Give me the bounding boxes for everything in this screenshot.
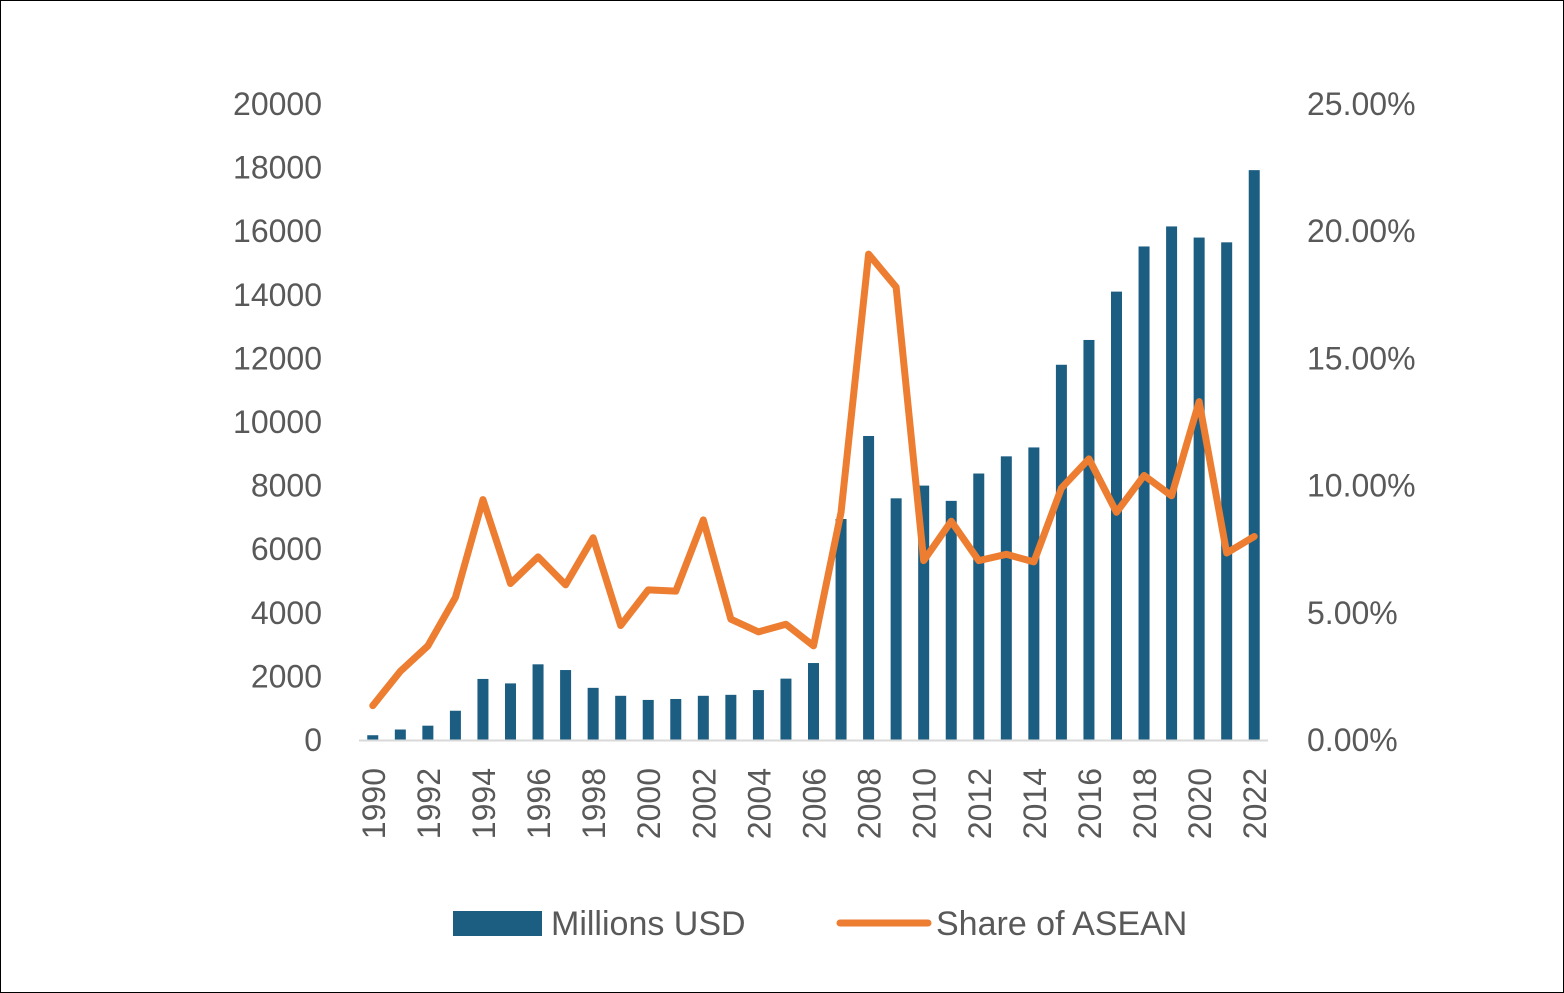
x-tick-label: 1996 <box>521 768 557 839</box>
bar-2018 <box>1138 246 1150 740</box>
bar-2005 <box>780 678 792 740</box>
x-tick-label: 2004 <box>741 768 777 839</box>
bar-2009 <box>890 498 902 740</box>
y-left-tick-label: 0 <box>304 722 322 758</box>
y-right-tick-label: 5.00% <box>1307 595 1398 631</box>
y-left-tick-label: 8000 <box>251 468 322 504</box>
bar-2001 <box>670 698 682 740</box>
bar-2010 <box>918 485 930 740</box>
x-tick-label: 2018 <box>1127 768 1163 839</box>
x-tick-label: 2020 <box>1182 768 1218 839</box>
bar-2022 <box>1248 170 1260 740</box>
y-right-tick-label: 10.00% <box>1307 468 1416 504</box>
x-tick-label: 2014 <box>1017 768 1053 839</box>
bar-series <box>367 170 1260 740</box>
y-right-tick-label: 25.00% <box>1307 86 1416 122</box>
y-left-tick-label: 2000 <box>251 658 322 694</box>
x-tick-label: 2012 <box>962 768 998 839</box>
bar-2014 <box>1028 447 1040 740</box>
y-axis-left: 0 2000 4000 6000 8000 10000 12000 14000 16000 180… <box>233 86 322 758</box>
bar-1998 <box>587 687 599 740</box>
bar-2008 <box>863 435 875 740</box>
bar-1994 <box>477 678 489 740</box>
bar-2012 <box>973 473 985 740</box>
bar-2011 <box>945 500 957 740</box>
legend-label-millions-usd: Millions USD <box>551 905 746 943</box>
bar-2003 <box>725 694 737 740</box>
y-right-tick-label: 15.00% <box>1307 340 1416 376</box>
bar-2007 <box>835 518 847 740</box>
x-tick-label: 2016 <box>1072 768 1108 839</box>
bar-2013 <box>1000 456 1012 740</box>
x-tick-label: 2006 <box>797 768 833 839</box>
y-left-tick-label: 12000 <box>233 340 322 376</box>
bar-1993 <box>449 710 461 740</box>
y-left-tick-label: 16000 <box>233 213 322 249</box>
x-axis: 1990 1992 1994 1996 1998 2000 2002 2004 2006 2008… <box>356 768 1273 839</box>
legend-swatch-millions-usd <box>453 911 542 936</box>
y-left-tick-label: 10000 <box>233 404 322 440</box>
bar-1996 <box>532 664 544 740</box>
x-tick-label: 1990 <box>356 768 392 839</box>
bar-2021 <box>1221 242 1233 740</box>
bar-1997 <box>560 670 572 740</box>
bar-1999 <box>615 695 627 740</box>
x-tick-label: 1998 <box>576 768 612 839</box>
bar-1991 <box>394 729 406 740</box>
y-left-tick-label: 4000 <box>251 595 322 631</box>
bar-1990 <box>367 735 379 740</box>
x-tick-label: 2022 <box>1237 768 1273 839</box>
bar-2006 <box>808 663 819 740</box>
y-left-tick-label: 18000 <box>233 150 322 186</box>
x-tick-label: 1992 <box>411 768 447 839</box>
y-right-tick-label: 20.00% <box>1307 213 1416 249</box>
share-line <box>369 250 1258 710</box>
bar-2015 <box>1055 364 1067 740</box>
bar-2016 <box>1083 339 1095 740</box>
bar-2020 <box>1193 237 1205 740</box>
legend: Millions USD Share of ASEAN <box>453 905 1187 943</box>
y-left-tick-label: 20000 <box>233 86 322 122</box>
x-tick-label: 2000 <box>631 768 667 839</box>
bar-2004 <box>752 690 764 740</box>
y-left-tick-label: 14000 <box>233 277 322 313</box>
bar-2017 <box>1111 291 1122 740</box>
x-tick-label: 2008 <box>852 768 888 839</box>
y-right-tick-label: 0.00% <box>1307 722 1398 758</box>
x-tick-label: 2002 <box>686 768 722 839</box>
bar-2019 <box>1166 226 1178 740</box>
x-tick-label: 2010 <box>907 768 943 839</box>
bar-1995 <box>505 683 516 740</box>
y-left-tick-label: 6000 <box>251 531 322 567</box>
x-tick-label: 1994 <box>466 768 502 839</box>
bar-2000 <box>642 699 654 740</box>
bar-1992 <box>422 725 434 740</box>
y-axis-right: 0.00% 5.00% 10.00% 15.00% 20.00% 25.00% <box>1307 86 1416 758</box>
bar-2002 <box>697 695 709 740</box>
legend-label-share-of-asean: Share of ASEAN <box>936 905 1187 943</box>
